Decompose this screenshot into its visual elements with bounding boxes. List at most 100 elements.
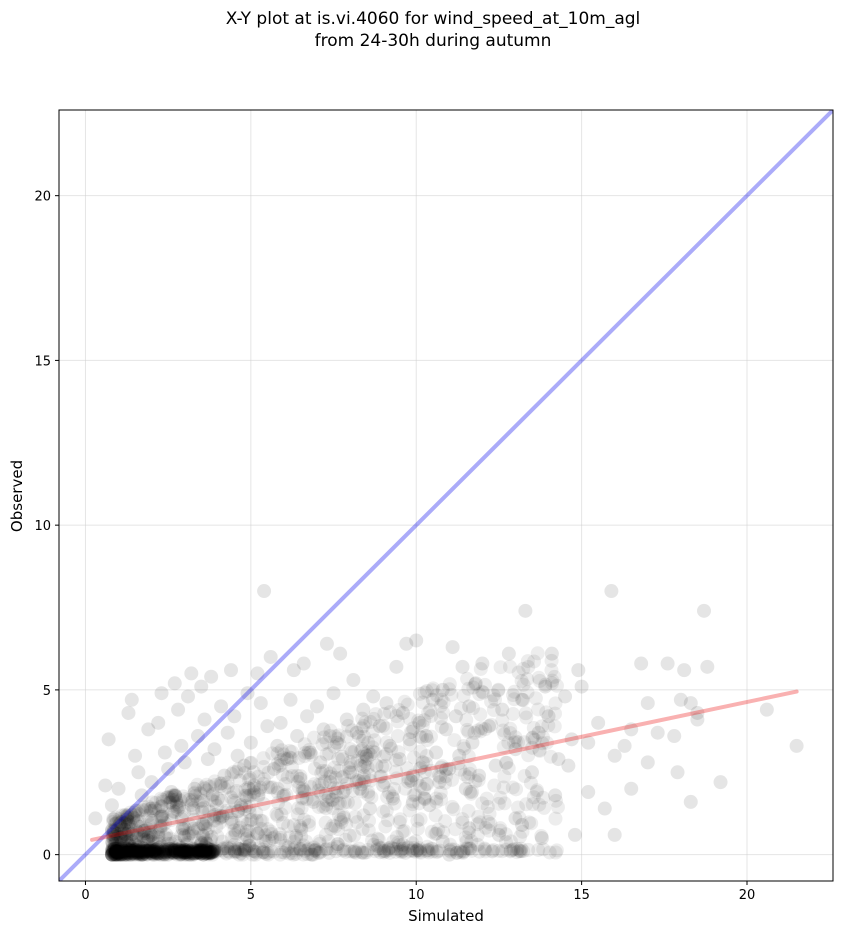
data-point (239, 843, 254, 858)
data-point (330, 731, 345, 746)
data-point (456, 688, 471, 703)
data-point (442, 677, 457, 692)
data-point (128, 808, 143, 823)
data-point (150, 842, 165, 857)
data-point (228, 828, 243, 843)
data-point (312, 777, 327, 792)
data-point (330, 796, 345, 811)
data-point (265, 780, 280, 795)
data-point (264, 844, 279, 859)
data-point (507, 735, 522, 750)
data-point (105, 847, 120, 862)
chart-title-line1: X-Y plot at is.vi.4060 for wind_speed_at… (225, 9, 641, 29)
data-point (458, 781, 473, 796)
data-point (209, 819, 224, 834)
data-point (167, 843, 182, 858)
data-point (130, 845, 145, 860)
data-point (134, 828, 149, 843)
data-point (306, 840, 321, 855)
data-point (474, 721, 489, 736)
data-point (369, 842, 384, 857)
data-point (202, 846, 217, 861)
data-point (200, 813, 215, 828)
data-point (108, 810, 123, 825)
data-point (462, 784, 477, 799)
data-point (550, 800, 565, 815)
data-point (431, 822, 446, 837)
y-tick-label: 15 (34, 354, 51, 369)
data-point (167, 841, 182, 856)
data-point (404, 774, 419, 789)
data-point (165, 846, 180, 861)
data-point (443, 844, 458, 859)
data-point (435, 759, 450, 774)
data-point (198, 832, 213, 847)
data-point (508, 734, 523, 749)
data-point (359, 748, 374, 763)
data-point (505, 780, 520, 795)
data-point (297, 784, 312, 799)
data-point (151, 844, 166, 859)
data-point (226, 785, 241, 800)
data-point (700, 659, 715, 674)
data-point (196, 829, 211, 844)
data-point (183, 844, 198, 859)
data-point (174, 843, 189, 858)
data-point (181, 844, 196, 859)
data-point (327, 739, 342, 754)
data-point (125, 827, 140, 842)
data-point (242, 805, 257, 820)
data-point (108, 841, 123, 856)
data-point (182, 826, 197, 841)
data-point (478, 820, 493, 835)
data-point (396, 705, 410, 720)
data-point (272, 827, 287, 842)
data-point (153, 818, 168, 833)
data-point (151, 803, 166, 818)
data-point (358, 715, 373, 730)
data-point (139, 843, 154, 858)
data-point (368, 707, 383, 722)
data-point (181, 843, 196, 858)
data-point (443, 842, 458, 857)
data-point (477, 677, 492, 692)
data-point (193, 786, 208, 801)
data-point (140, 845, 155, 860)
data-point (297, 783, 312, 798)
data-point (434, 792, 449, 807)
data-point (286, 663, 301, 678)
data-point (238, 788, 253, 803)
data-point (179, 844, 194, 859)
data-point (128, 803, 143, 818)
data-point (319, 636, 334, 651)
data-point (105, 822, 120, 837)
data-point (335, 843, 350, 858)
data-point (591, 715, 606, 730)
data-point (296, 838, 311, 853)
data-point (141, 830, 156, 845)
data-point (281, 819, 296, 834)
data-point (122, 815, 137, 830)
data-point (196, 843, 211, 858)
data-point (528, 691, 543, 706)
data-point (409, 774, 424, 789)
data-point (486, 842, 501, 857)
data-point (256, 772, 271, 787)
data-point (333, 812, 348, 827)
data-point (179, 844, 194, 859)
data-point (177, 845, 192, 860)
data-point (406, 788, 421, 803)
data-point (508, 742, 523, 757)
data-point (532, 673, 547, 688)
data-point (109, 832, 124, 847)
data-point (132, 844, 147, 859)
data-point (141, 834, 156, 849)
data-point (197, 839, 212, 854)
data-point (322, 845, 337, 860)
data-point (413, 843, 428, 858)
data-point (231, 761, 246, 776)
data-point (105, 839, 120, 854)
data-point (477, 842, 492, 857)
data-point (282, 750, 297, 765)
